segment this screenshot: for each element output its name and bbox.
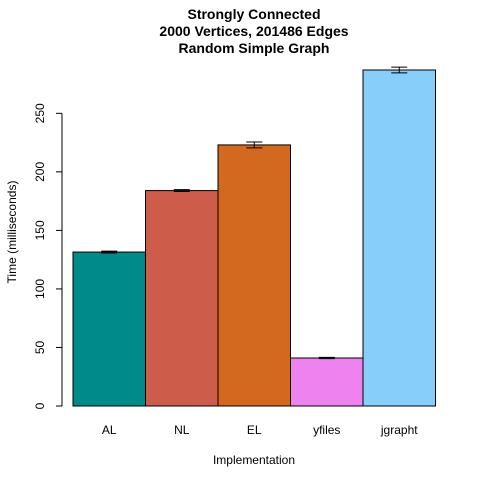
- chart-title-line-3: Random Simple Graph: [179, 40, 330, 56]
- error-bar-jgrapht: [391, 66, 408, 74]
- bar-EL: [217, 144, 291, 407]
- y-tick-label-150: 150: [33, 220, 47, 240]
- bar-yfiles: [290, 357, 364, 407]
- x-tick-label-AL: AL: [102, 423, 117, 437]
- chart-title-line-1: Strongly Connected: [187, 6, 320, 22]
- x-axis-labels: AL NL EL yfiles jgrapht: [102, 423, 418, 437]
- y-tick-label-50: 50: [33, 340, 47, 354]
- y-tick-label-250: 250: [33, 103, 47, 123]
- error-bar-yfiles: [318, 356, 335, 360]
- x-tick-label-NL: NL: [174, 423, 190, 437]
- x-tick-label-jgrapht: jgrapht: [380, 423, 418, 437]
- chart-title-line-2: 2000 Vertices, 201486 Edges: [159, 23, 348, 39]
- y-tick-label-200: 200: [33, 162, 47, 182]
- bar-jgrapht: [362, 69, 436, 407]
- x-tick-label-yfiles: yfiles: [313, 423, 340, 437]
- x-tick-label-EL: EL: [247, 423, 262, 437]
- x-axis-title: Implementation: [213, 453, 295, 467]
- error-bar-EL: [246, 141, 263, 149]
- bar-NL: [145, 190, 219, 407]
- y-tick-label-0: 0: [33, 402, 47, 409]
- error-bar-NL: [173, 189, 190, 193]
- error-bars-group: [101, 66, 408, 360]
- chart-title: Strongly Connected 2000 Vertices, 201486…: [159, 6, 348, 56]
- bars-group: [72, 69, 436, 407]
- y-axis-title: Time (milliseconds): [5, 181, 19, 284]
- y-axis: 0 50 100 150 200 250: [33, 103, 63, 409]
- y-tick-label-100: 100: [33, 279, 47, 299]
- error-bar-AL: [101, 250, 118, 254]
- bar-AL: [72, 251, 146, 407]
